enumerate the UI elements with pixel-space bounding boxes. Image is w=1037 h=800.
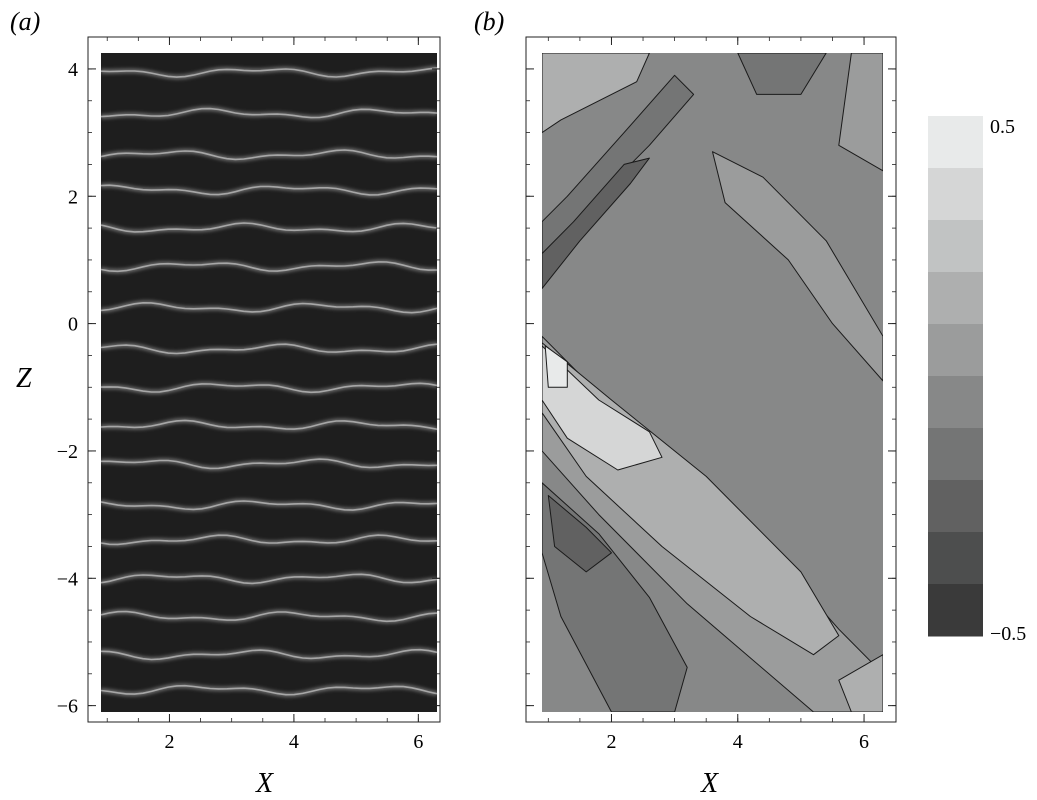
streak-line-core (101, 107, 437, 119)
x-tick-label: 4 (733, 731, 743, 753)
streak-line-core (101, 382, 437, 394)
panel-a-image (101, 53, 437, 712)
contour-band-top-right (737, 53, 827, 95)
panel-a-frame (87, 36, 441, 723)
streak-line-core (101, 648, 437, 661)
panel-a-xlabel: X (255, 768, 274, 799)
streak-line-core (101, 610, 437, 623)
colorbar-swatch (928, 272, 983, 325)
colorbar-max-label: 0.5 (990, 116, 1015, 138)
colorbar-swatch (928, 220, 983, 273)
streak-line-core (101, 149, 437, 161)
streak-line-core (101, 343, 437, 355)
contour-band-top-left (542, 53, 650, 134)
colorbar: 0.5 −0.5 (928, 116, 1026, 645)
x-tick-label: 2 (164, 731, 174, 753)
panel-b-frame (525, 36, 897, 723)
panel-a-background (101, 53, 437, 712)
panel-a-label: (a) (10, 7, 40, 36)
streak-line-core (101, 301, 437, 314)
streak-line-core (101, 222, 437, 233)
colorbar-swatch (928, 168, 983, 221)
panel-b-label: (b) (474, 7, 504, 36)
streak-line-core (101, 67, 437, 78)
colorbar-swatch (928, 428, 983, 481)
contour-band-dark-arm-inner (542, 157, 650, 290)
y-tick-label: 0 (68, 314, 78, 336)
y-tick-label: 4 (68, 59, 78, 81)
colorbar-swatch (928, 116, 983, 169)
colorbar-min-label: −0.5 (990, 623, 1026, 645)
colorbar-swatch (928, 480, 983, 533)
y-tick-label: −2 (57, 441, 78, 463)
streak-line-core (101, 573, 437, 585)
panel-a-ticks: 2 4 6 4 2 0 −2 −4 −6 (57, 37, 440, 753)
streak-line-core (101, 534, 437, 546)
streak-line-core (101, 500, 437, 511)
y-tick-label: −4 (57, 568, 78, 590)
x-tick-label: 4 (289, 731, 299, 753)
contour-band-light-lobe (542, 345, 663, 471)
streak-line-core (101, 684, 437, 696)
contour-band-right-edge (838, 53, 883, 172)
colorbar-swatch (928, 324, 983, 377)
x-tick-label: 6 (413, 731, 423, 753)
colorbar-swatch (928, 376, 983, 429)
panel-b-ticks: 2 4 6 (526, 37, 896, 753)
streak-line-core (101, 419, 437, 430)
contour-band-upper-right (712, 151, 883, 382)
contour-band-lower-dark-inner (547, 495, 612, 573)
panel-a: (a) 2 4 6 4 2 0 −2 −4 −6 Z X (10, 7, 441, 799)
y-tick-label: −6 (57, 696, 78, 718)
panel-b-contour (542, 53, 883, 712)
panel-b-xlabel: X (700, 768, 719, 799)
panel-b: (b) 2 4 6 X (474, 7, 897, 799)
streak-line-core (101, 261, 437, 273)
colorbar-swatch (928, 584, 983, 637)
y-tick-label: 2 (68, 186, 78, 208)
contour-band-bottom-right (838, 654, 883, 712)
streak-line-core (101, 184, 437, 196)
panel-a-ylabel: Z (16, 363, 32, 394)
x-tick-label: 6 (859, 731, 869, 753)
colorbar-swatch (928, 532, 983, 585)
x-tick-label: 2 (606, 731, 616, 753)
streak-line-core (101, 458, 437, 470)
contour-band-lightest (544, 345, 568, 388)
